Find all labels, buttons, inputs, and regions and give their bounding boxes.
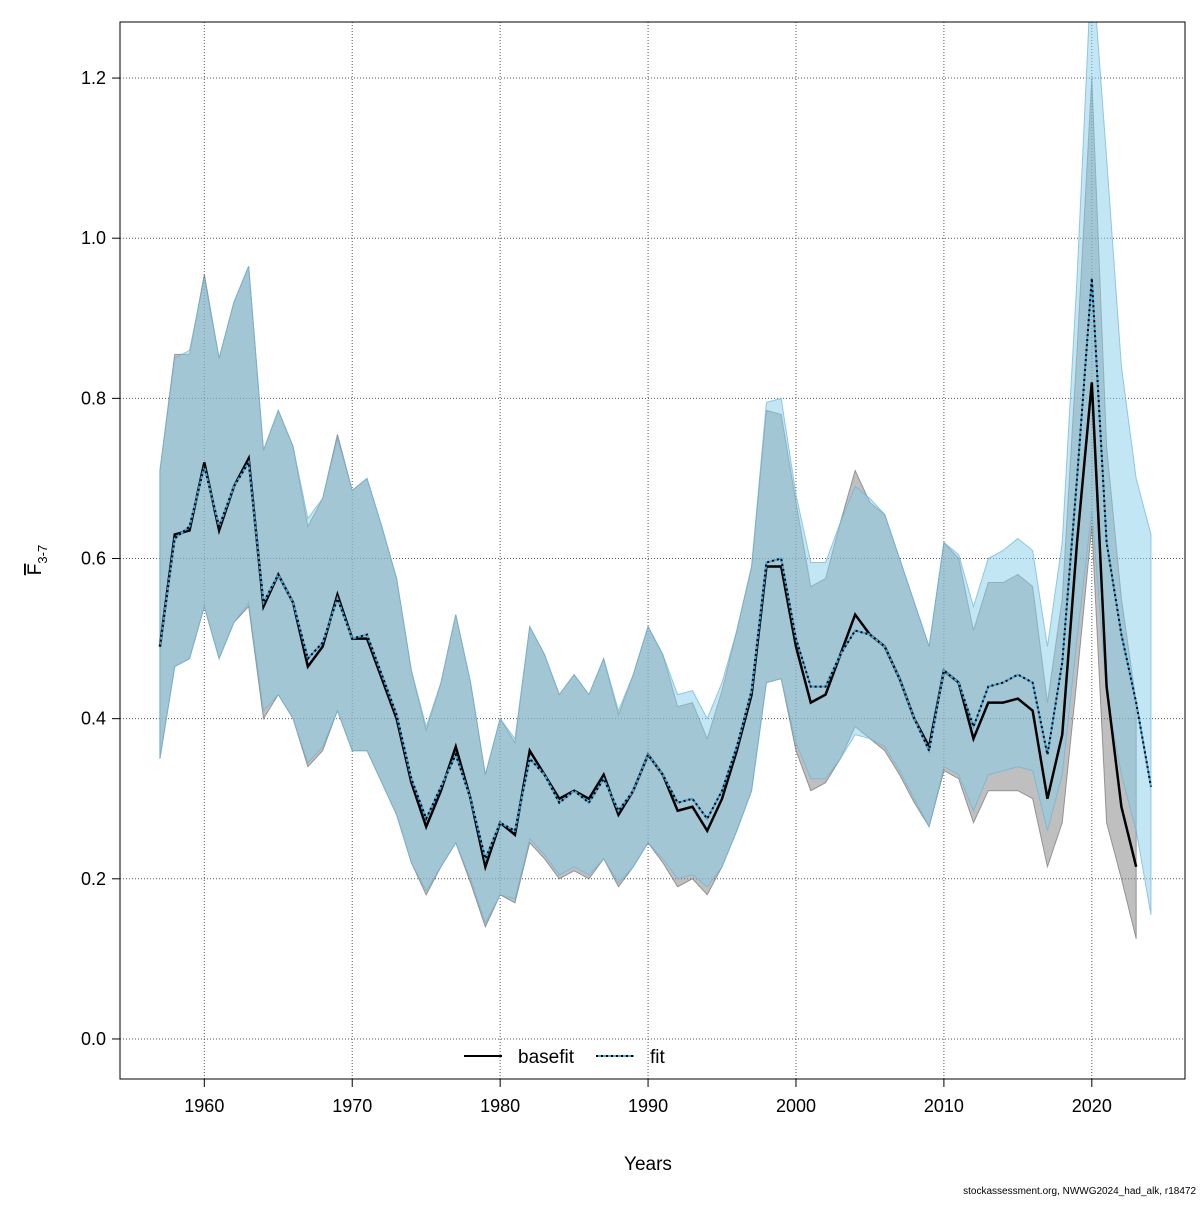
footer-credit: stockassessment.org, NWWG2024_had_alk, r… [963, 1186, 1196, 1197]
svg-text:F3-7: F3-7 [25, 545, 50, 575]
x-axis-label: Years [624, 1154, 672, 1175]
bands [160, 0, 1151, 939]
y-tick-label: 0.0 [81, 1029, 106, 1049]
x-tick-label: 1970 [332, 1096, 372, 1116]
x-tick-label: 2020 [1072, 1096, 1112, 1116]
x-tick-label: 1960 [184, 1096, 224, 1116]
y-tick-label: 0.6 [81, 549, 106, 569]
legend: basefit fit [464, 1047, 666, 1068]
x-tick-label: 1990 [628, 1096, 668, 1116]
legend-fit-label: fit [650, 1047, 666, 1068]
y-axis-label-main: F [25, 564, 46, 576]
x-tick-label: 2000 [776, 1096, 816, 1116]
y-tick-label: 0.4 [81, 709, 106, 729]
x-axis: 1960 1970 1980 1990 2000 2010 2020 [184, 1079, 1112, 1116]
y-tick-label: 1.0 [81, 228, 106, 248]
y-tick-label: 0.8 [81, 388, 106, 408]
y-tick-label: 0.2 [81, 869, 106, 889]
legend-basefit-label: basefit [518, 1047, 575, 1068]
y-tick-label: 1.2 [81, 68, 106, 88]
x-tick-label: 2010 [924, 1096, 964, 1116]
y-axis-label: F3-7 [25, 545, 50, 575]
y-axis: 0.0 0.2 0.4 0.6 0.8 1.0 1.2 [81, 68, 120, 1049]
x-tick-label: 1980 [480, 1096, 520, 1116]
y-axis-label-subscript: 3-7 [35, 545, 50, 564]
